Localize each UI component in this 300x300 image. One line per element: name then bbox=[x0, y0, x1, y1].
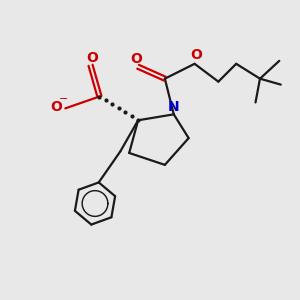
Text: O: O bbox=[190, 49, 202, 62]
Text: O: O bbox=[50, 100, 62, 114]
Text: O: O bbox=[86, 51, 98, 65]
Text: O: O bbox=[131, 52, 142, 66]
Text: N: N bbox=[168, 100, 180, 114]
Text: −: − bbox=[59, 94, 68, 104]
